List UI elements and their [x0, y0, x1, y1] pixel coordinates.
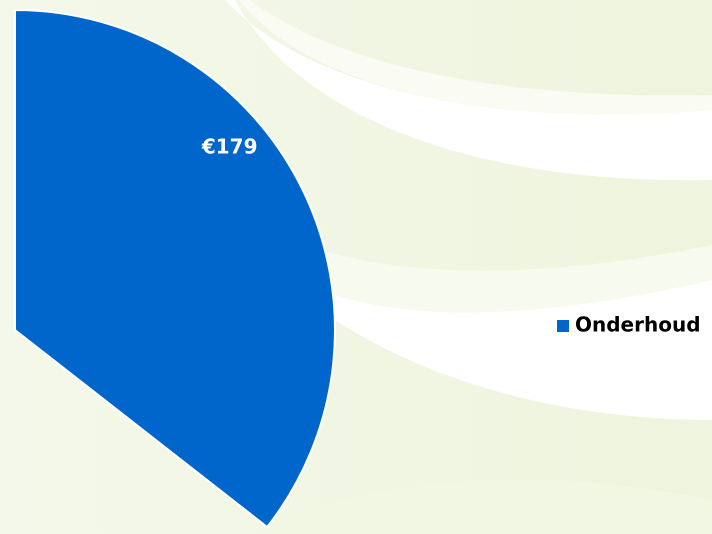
- plot-area: €179: [14, 8, 336, 529]
- legend-label: Onderhoud: [575, 313, 701, 337]
- legend: Onderhoud: [557, 313, 701, 337]
- data-label: €179: [201, 134, 258, 158]
- pie-slice: [14, 8, 336, 529]
- legend-swatch: [557, 320, 569, 332]
